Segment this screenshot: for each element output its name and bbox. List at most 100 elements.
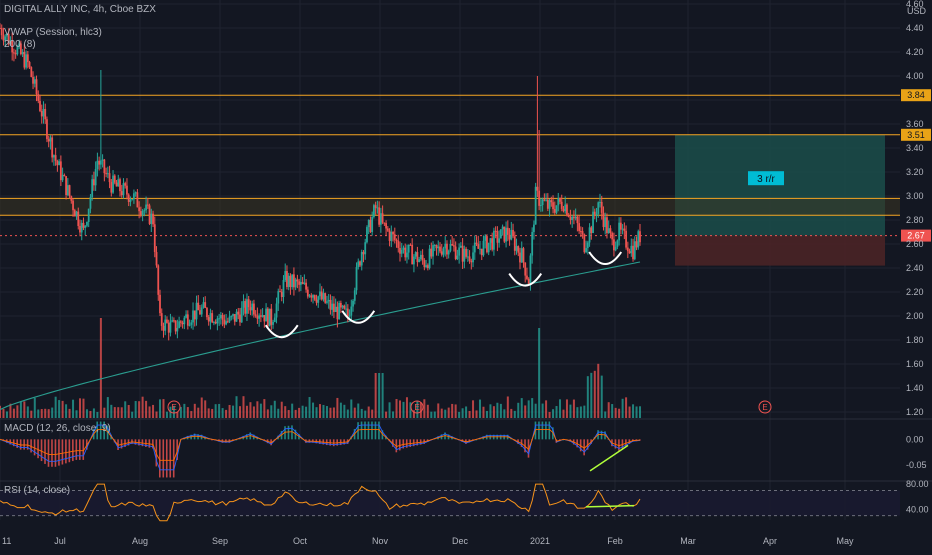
volume-bar bbox=[569, 404, 572, 418]
volume-bar bbox=[437, 403, 440, 418]
volume-bar bbox=[430, 411, 433, 418]
volume-bar bbox=[378, 373, 381, 418]
candle-body bbox=[244, 301, 247, 314]
candle-body bbox=[419, 254, 422, 260]
price-levels: 3.84 3.51 2.67 bbox=[0, 89, 931, 242]
candle-body bbox=[33, 79, 36, 84]
candle-body bbox=[484, 236, 487, 241]
candle-body bbox=[181, 322, 184, 325]
volume-bar bbox=[287, 410, 290, 418]
candle-body bbox=[533, 224, 535, 233]
candle-body bbox=[303, 282, 306, 284]
volume-bar bbox=[200, 397, 203, 418]
candle-body bbox=[414, 252, 417, 257]
candle-body bbox=[592, 211, 594, 234]
candle-body bbox=[355, 267, 358, 291]
volume-bar bbox=[475, 410, 478, 418]
candle-body bbox=[621, 228, 624, 230]
candle-body bbox=[286, 271, 288, 287]
candle-body bbox=[169, 321, 172, 333]
candle-body bbox=[506, 227, 509, 235]
volume-bar bbox=[405, 397, 408, 418]
candle-body bbox=[282, 279, 285, 298]
macd-histogram-bar bbox=[527, 439, 530, 458]
candle-body bbox=[435, 245, 438, 249]
volume-bar bbox=[152, 404, 155, 418]
rounded-bottom-arc bbox=[588, 251, 623, 265]
volume-bar bbox=[190, 411, 193, 418]
volume-bar bbox=[113, 407, 116, 418]
candle-body bbox=[80, 222, 83, 233]
volume-bar bbox=[527, 400, 530, 418]
volume-bar bbox=[412, 410, 415, 418]
candle-body bbox=[32, 76, 34, 84]
volume-bar bbox=[2, 408, 5, 418]
volume-bar bbox=[252, 406, 255, 418]
candle-body bbox=[353, 290, 356, 301]
macd-histogram-bar bbox=[381, 430, 384, 440]
volume-bar bbox=[96, 411, 99, 418]
candle-body bbox=[493, 230, 495, 250]
candle-body bbox=[139, 211, 142, 216]
volume-bar bbox=[33, 397, 36, 418]
candle-body bbox=[578, 223, 581, 232]
rsi-band bbox=[0, 490, 900, 516]
price-tick: 1.80 bbox=[906, 335, 924, 345]
candle-body bbox=[362, 251, 365, 255]
candle-body bbox=[470, 260, 473, 263]
candle-body bbox=[291, 274, 294, 288]
candle-body bbox=[599, 201, 601, 203]
volume-bar bbox=[465, 406, 468, 418]
macd-histogram-bar bbox=[176, 439, 178, 460]
candle-body bbox=[367, 219, 370, 228]
candle-body bbox=[371, 216, 374, 233]
candle-body bbox=[386, 228, 389, 231]
price-tick: 1.60 bbox=[906, 359, 924, 369]
candle-body bbox=[179, 321, 182, 323]
candle-body bbox=[477, 244, 480, 249]
macd-histogram-bar bbox=[26, 439, 29, 450]
candle-body bbox=[623, 228, 626, 231]
candle-body bbox=[573, 216, 575, 219]
macd-histogram-bar bbox=[294, 429, 297, 440]
candle-body bbox=[430, 248, 433, 257]
volume-bar bbox=[89, 411, 92, 418]
candle-body bbox=[487, 242, 490, 253]
candle-body bbox=[635, 241, 638, 248]
candle-body bbox=[334, 306, 337, 312]
candle-body bbox=[228, 316, 231, 322]
volume-bar bbox=[204, 400, 207, 418]
candle-body bbox=[531, 232, 534, 256]
volume-bar bbox=[85, 409, 88, 418]
candle-body bbox=[195, 302, 198, 320]
candle-body bbox=[115, 182, 118, 187]
candle-body bbox=[174, 320, 177, 332]
candle-body bbox=[308, 295, 311, 297]
candle-body bbox=[327, 299, 330, 302]
candle-body bbox=[7, 33, 10, 45]
volume-bar bbox=[555, 406, 558, 418]
volume-bar bbox=[590, 372, 593, 418]
volume-bar bbox=[26, 406, 29, 418]
volume-bar bbox=[183, 403, 186, 418]
candle-body bbox=[357, 261, 360, 268]
candle-body bbox=[579, 231, 582, 233]
macd-tick: -0.05 bbox=[906, 460, 927, 470]
macd-histogram-bar bbox=[169, 439, 172, 478]
volume-bar bbox=[451, 403, 454, 418]
macd-histogram-bar bbox=[548, 421, 551, 440]
rsi-pane: 80.00 40.00 bbox=[0, 479, 932, 522]
candle-body bbox=[534, 186, 537, 225]
candle-body bbox=[637, 231, 640, 248]
candle-body bbox=[0, 28, 1, 29]
candle-body bbox=[366, 227, 368, 243]
candle-body bbox=[117, 179, 120, 187]
time-tick: Feb bbox=[607, 536, 623, 546]
candle-body bbox=[576, 216, 579, 224]
time-tick: Sep bbox=[212, 536, 228, 546]
symbol-legend: DIGITAL ALLY INC, 4h, Cboe BZX bbox=[4, 4, 156, 15]
candle-body bbox=[75, 211, 78, 217]
volume-bar bbox=[433, 411, 436, 418]
